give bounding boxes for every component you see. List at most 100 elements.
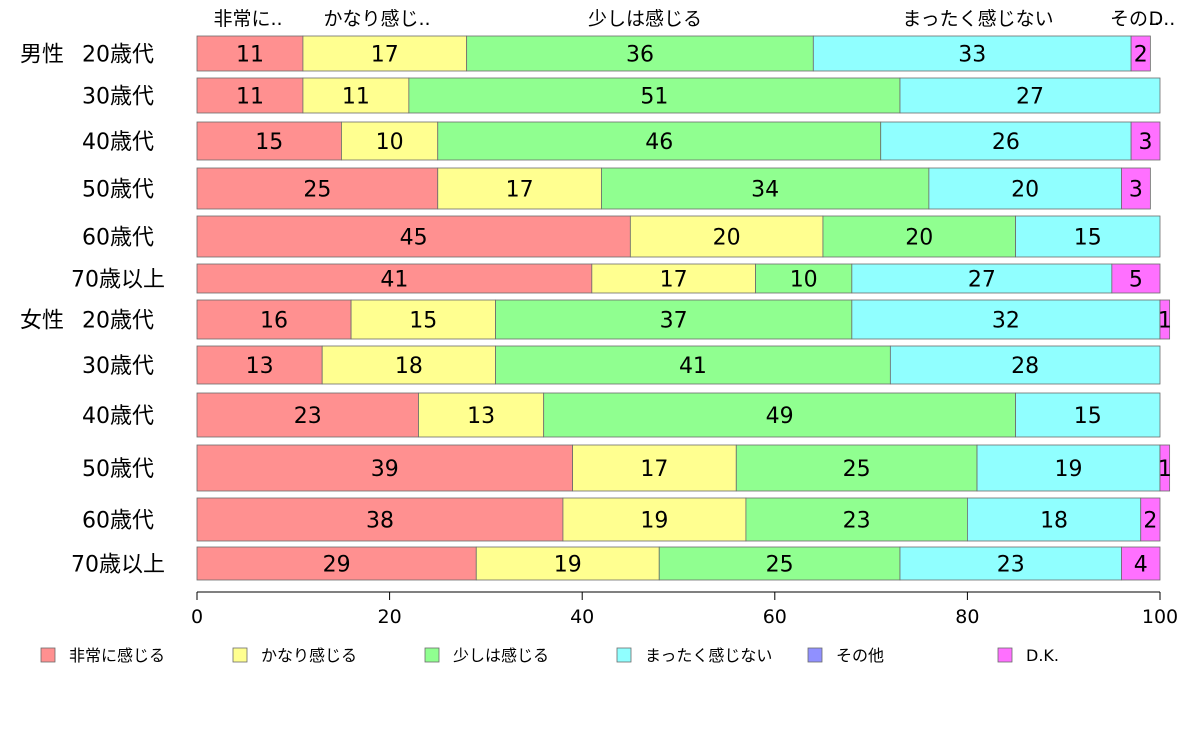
x-axis: 0 20 40 60 80 100 <box>191 591 1178 628</box>
bar-segment <box>302 77 410 114</box>
top-label: その.. <box>1110 8 1160 30</box>
category-label: 50歳代 <box>82 457 154 482</box>
data-label: 32 <box>992 309 1020 334</box>
bar-segment <box>1159 299 1171 340</box>
legend-swatch <box>232 647 248 663</box>
x-tick-label: 20 <box>378 606 402 628</box>
top-label: かなり感じ.. <box>323 8 430 30</box>
data-label: 1 <box>1158 457 1172 482</box>
data-label: 19 <box>640 509 668 534</box>
group-label: 女性 <box>20 309 64 334</box>
legend-label: その他 <box>836 646 884 665</box>
top-label: D.. <box>1149 8 1176 30</box>
x-tick-label: 40 <box>570 606 594 628</box>
category-label: 30歳代 <box>82 354 154 379</box>
bar-segment <box>755 263 853 294</box>
data-label: 46 <box>645 130 673 155</box>
data-label: 26 <box>992 130 1020 155</box>
bar-segment <box>408 77 901 114</box>
bar-segment <box>196 167 439 210</box>
bar-segment <box>1130 121 1161 161</box>
legend: 非常に感じる かなり感じる 少しは感じる まったく感じない その他 D.K. <box>40 646 1059 665</box>
data-label: 19 <box>1055 457 1083 482</box>
data-label: 13 <box>246 354 274 379</box>
bar-segment <box>196 215 631 258</box>
category-label: 20歳代 <box>82 309 154 334</box>
data-label: 17 <box>506 178 534 203</box>
data-label: 10 <box>790 268 818 293</box>
bar-segment <box>196 121 342 161</box>
legend-label: まったく感じない <box>645 646 772 665</box>
bar-segment <box>1140 497 1161 542</box>
bar-segment <box>928 167 1122 210</box>
bar-segment <box>196 444 573 492</box>
data-label: 36 <box>626 43 654 68</box>
data-label: 17 <box>640 457 668 482</box>
bar-segment <box>967 497 1142 542</box>
data-label: 3 <box>1139 130 1153 155</box>
category-label: 60歳代 <box>82 226 154 251</box>
bar-segment <box>418 392 545 438</box>
x-tick-label: 80 <box>955 606 979 628</box>
top-label: 少しは感じる <box>588 8 702 30</box>
bar-segment <box>437 121 882 161</box>
data-label: 41 <box>380 268 408 293</box>
data-label: 23 <box>843 509 871 534</box>
bar-segment <box>196 299 352 340</box>
bar-segment <box>899 546 1122 581</box>
data-label: 3 <box>1129 178 1143 203</box>
bar-segment <box>572 444 737 492</box>
category-label: 70歳以上 <box>71 268 165 293</box>
bar-segment <box>1015 215 1161 258</box>
category-label: 20歳代 <box>82 43 154 68</box>
data-label: 29 <box>323 553 351 578</box>
data-label: 15 <box>255 130 283 155</box>
top-label: 非常に.. <box>213 8 282 30</box>
category-label: 50歳代 <box>82 178 154 203</box>
data-label: 37 <box>660 309 688 334</box>
bar-segment <box>976 444 1161 492</box>
bar-segment <box>562 497 747 542</box>
bar-segment <box>658 546 901 581</box>
data-label: 13 <box>467 404 495 429</box>
x-tick-label: 100 <box>1142 606 1178 628</box>
data-label: 11 <box>236 43 264 68</box>
bar-segment <box>1130 35 1151 72</box>
legend-label: かなり感じる <box>261 646 357 665</box>
data-label: 17 <box>660 268 688 293</box>
data-label: 11 <box>342 85 370 110</box>
bar-segment <box>880 121 1132 161</box>
data-label: 5 <box>1129 268 1143 293</box>
legend-swatch <box>997 647 1013 663</box>
data-label: 15 <box>1074 404 1102 429</box>
bar-segment <box>889 345 1161 385</box>
bar-segment <box>302 35 468 72</box>
legend-label: D.K. <box>1026 646 1059 665</box>
bar-segment <box>851 263 1113 294</box>
data-label: 18 <box>395 354 423 379</box>
category-label: 30歳代 <box>82 85 154 110</box>
data-label: 20 <box>713 226 741 251</box>
data-label: 38 <box>366 509 394 534</box>
bar-segment <box>437 167 602 210</box>
legend-swatch <box>807 647 823 663</box>
legend-label: 非常に感じる <box>69 646 165 665</box>
data-label: 11 <box>236 85 264 110</box>
bar-segment <box>591 263 756 294</box>
data-label: 15 <box>409 309 437 334</box>
data-label: 20 <box>905 226 933 251</box>
category-label: 60歳代 <box>82 509 154 534</box>
top-category-labels: 非常に.. かなり感じ.. 少しは感じる まったく感じない その..D.. <box>213 8 1175 30</box>
data-label: 2 <box>1134 43 1148 68</box>
bar-segment <box>629 215 824 258</box>
bar-segment <box>196 497 564 542</box>
data-label: 34 <box>751 178 779 203</box>
bar-segment <box>495 345 891 385</box>
data-label: 4 <box>1134 553 1148 578</box>
bar-segment <box>851 299 1161 340</box>
bar-segment <box>341 121 439 161</box>
bar-segment <box>899 77 1161 114</box>
data-label: 10 <box>376 130 404 155</box>
data-label: 51 <box>640 85 668 110</box>
